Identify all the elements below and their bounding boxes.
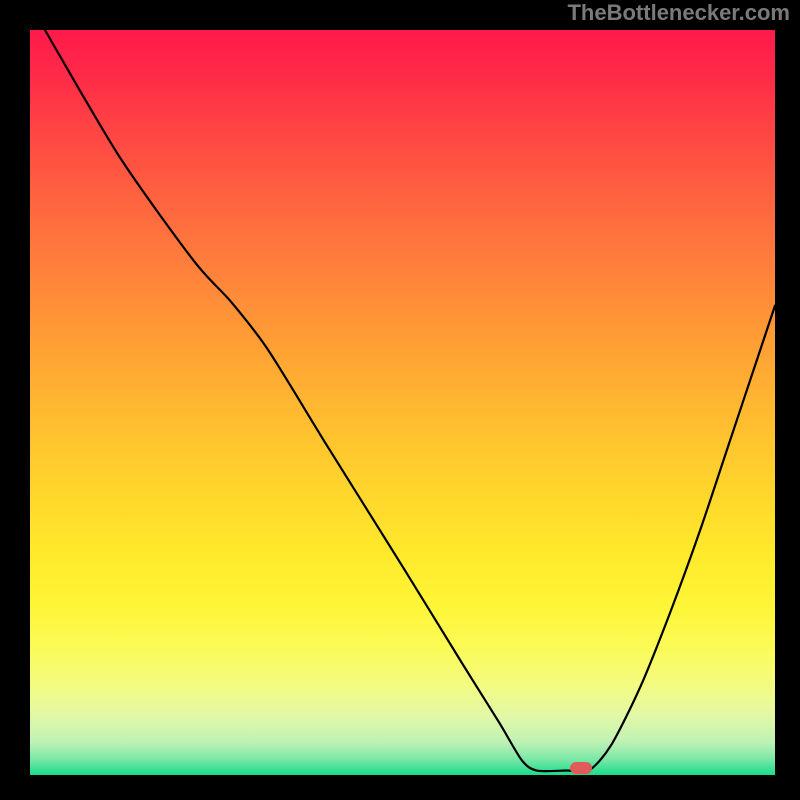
chart-container: TheBottlenecker.com (0, 0, 800, 800)
plot-area (30, 30, 775, 775)
watermark-text: TheBottlenecker.com (567, 0, 790, 26)
curve-layer (30, 30, 775, 775)
performance-curve (45, 30, 775, 772)
optimal-marker (570, 762, 592, 774)
